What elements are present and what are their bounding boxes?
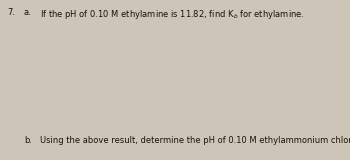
Text: 7.: 7. (7, 8, 15, 17)
Text: Using the above result, determine the pH of 0.10 M ethylammonium chloride.: Using the above result, determine the pH… (40, 136, 350, 145)
Text: If the pH of 0.10 M ethylamine is 11.82, find K$_b$ for ethylamine.: If the pH of 0.10 M ethylamine is 11.82,… (40, 8, 304, 21)
Text: a.: a. (24, 8, 32, 17)
Text: b.: b. (24, 136, 32, 145)
